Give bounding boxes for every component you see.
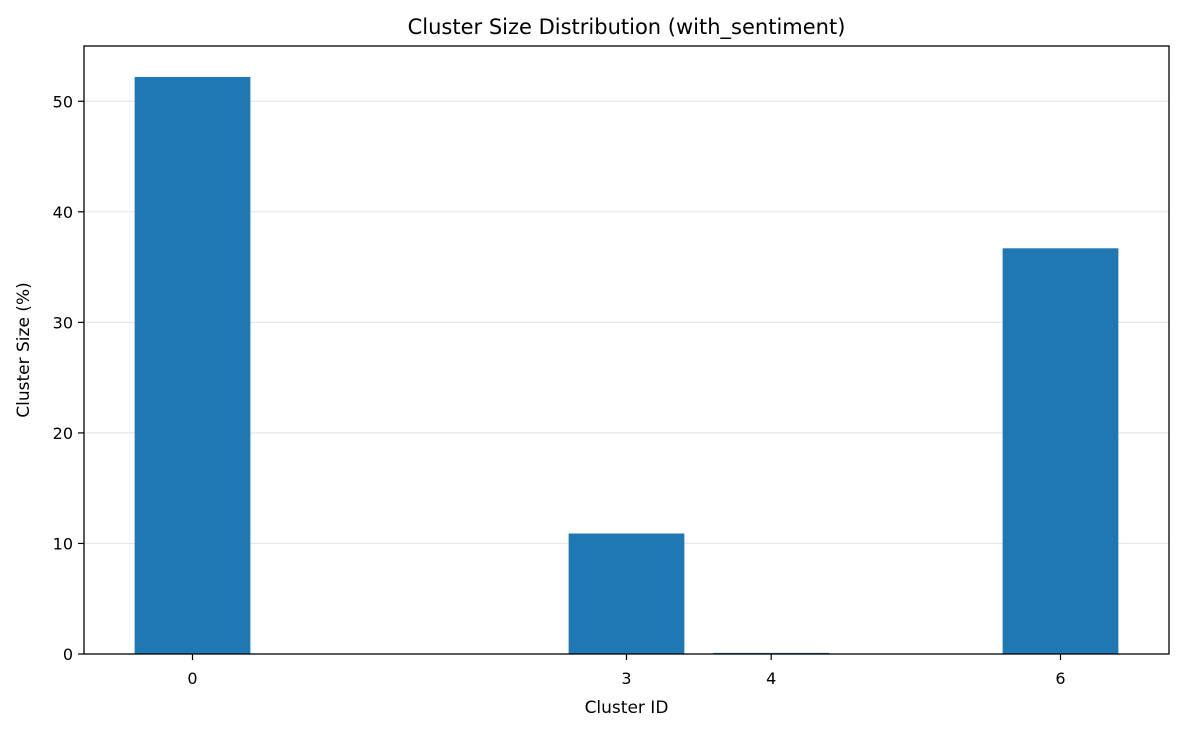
x-tick-label: 4: [766, 669, 776, 688]
bar-cluster-6: [1002, 248, 1119, 654]
y-tick-label: 30: [53, 313, 73, 332]
y-axis-title: Cluster Size (%): [14, 282, 34, 417]
bars: [134, 76, 1119, 654]
y-tick-label: 40: [53, 203, 73, 222]
y-tick-label: 0: [63, 645, 73, 664]
x-tick-label: 0: [187, 669, 197, 688]
grid-lines: [84, 100, 1169, 545]
y-tick-label: 50: [53, 92, 73, 111]
chart-title: Cluster Size Distribution (with_sentimen…: [408, 15, 846, 40]
bar-cluster-0: [134, 76, 251, 654]
x-tick-label: 6: [1055, 669, 1065, 688]
ticks: 0 10 20 30 40 50 0 3 4 6: [53, 92, 1066, 688]
x-axis-title: Cluster ID: [585, 698, 669, 718]
x-tick-label: 3: [621, 669, 631, 688]
y-tick-label: 10: [53, 534, 73, 553]
bar-cluster-3: [568, 533, 685, 654]
y-tick-label: 20: [53, 424, 73, 443]
